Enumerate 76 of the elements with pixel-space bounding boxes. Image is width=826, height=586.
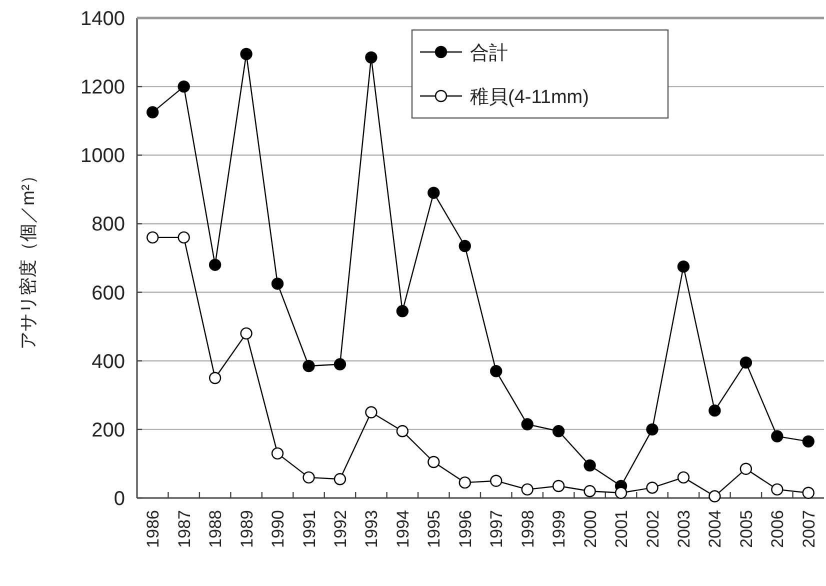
point [271,278,284,290]
point [146,106,159,118]
point [146,231,159,244]
point [771,483,784,496]
x-tick-label: 1999 [550,510,569,548]
x-tick-label: 1995 [424,510,444,548]
x-tick-label: 2001 [612,510,632,548]
point [302,471,315,484]
point [334,473,346,486]
point [396,305,409,318]
y-tick-label: 1000 [80,145,125,168]
point [552,480,565,492]
x-tick-label: 1986 [144,510,163,548]
y-tick-label: 800 [92,214,125,236]
y-tick-label: 200 [92,419,125,442]
point [178,231,190,244]
x-tick-label: 1998 [518,510,538,548]
point [708,490,721,502]
point [677,471,690,484]
y-tick-label: 1200 [80,76,125,99]
point [771,430,784,442]
x-tick-label: 2003 [674,510,694,548]
y-axis-title: アサリ密度（個／m²） [18,166,38,350]
point [458,476,471,489]
point [271,447,284,460]
x-tick-label: 1990 [268,510,288,548]
point [334,358,346,370]
x-tick-label: 1988 [206,510,226,548]
point [802,435,814,448]
point [552,425,565,438]
point [708,404,721,417]
point [740,356,752,369]
point [428,186,440,199]
point [240,48,252,60]
point [740,462,752,475]
point [646,482,658,494]
x-tick-label: 1987 [174,510,194,548]
point [240,327,252,340]
point [458,240,471,252]
y-tick-label: 400 [92,350,125,373]
point [521,418,534,430]
x-tick-label: 1994 [393,510,412,548]
point [208,258,222,271]
point [490,365,502,378]
x-tick-label: 2007 [799,510,818,548]
x-tick-label: 1996 [456,510,475,548]
point [396,425,409,438]
point [302,360,315,372]
x-tick-label: 1993 [362,510,382,548]
x-tick-label: 1989 [237,510,256,548]
x-tick-label: 1997 [487,510,506,548]
point [646,423,658,436]
point [490,474,502,487]
point [584,485,596,498]
point [428,456,440,468]
point [365,406,378,418]
point [677,260,690,273]
y-tick-label: 1400 [80,8,125,30]
y-tick-label: 600 [92,282,125,304]
x-tick-label: 2002 [643,510,662,548]
x-tick-label: 1991 [300,510,319,548]
point [802,486,814,499]
x-tick-label: 2006 [768,510,788,548]
legend-label: 稚貝(4-11mm) [470,87,589,108]
x-tick-label: 2005 [736,510,756,548]
legend-label: 合計 [470,43,508,64]
point [365,51,378,64]
x-tick-label: 2000 [580,510,600,548]
point [584,459,596,472]
point [521,483,534,496]
y-tick-label: 0 [114,488,125,510]
point [614,486,628,499]
point [208,372,222,384]
x-tick-label: 2004 [706,510,725,548]
x-tick-label: 1992 [330,510,350,548]
point [178,80,190,93]
